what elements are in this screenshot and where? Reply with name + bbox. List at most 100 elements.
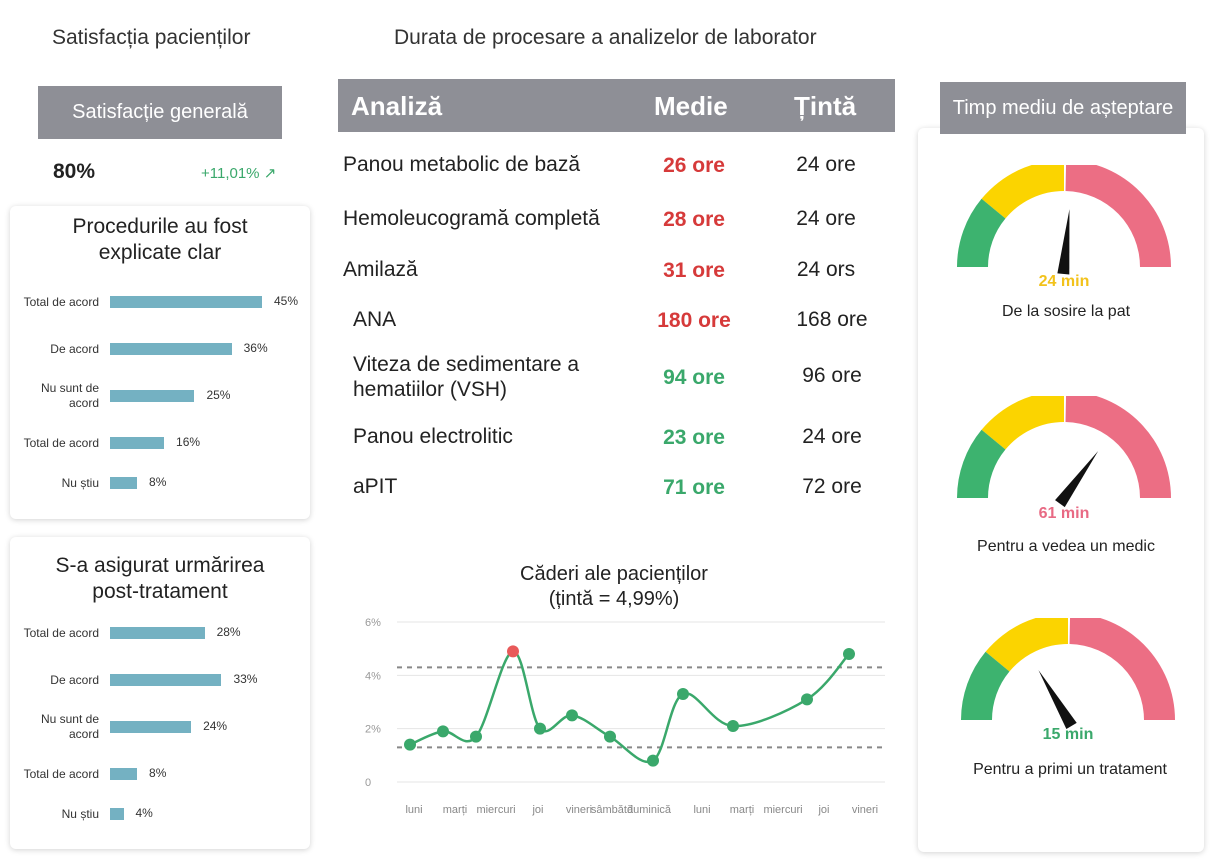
card-title-line: S-a asigurat urmărirea [55,554,265,577]
gauge [957,165,1171,275]
x-tick-label: duminică [627,804,672,816]
y-tick-label: 0 [365,777,371,789]
data-point [566,709,578,722]
bar-label: Nu știu [61,475,99,490]
falls-title-line: Căderi ale pacienților [520,563,708,585]
gauge-segment [985,618,1068,672]
bar-percent: 33% [233,672,258,686]
bar-row: Nu știu 4% [10,797,310,831]
bar-percent: 8% [149,475,167,489]
gauge-segment [957,198,1006,267]
card-title-line: post-tratament [92,580,228,603]
x-tick-label: joi [531,804,543,816]
overall-satisfaction-value: 80% [53,160,96,183]
lab-mean-value: 28 ore [663,208,725,231]
lab-analysis-name-line: Amilază [343,258,418,281]
x-tick-label: joi [817,804,829,816]
bar-label: De acord [50,672,99,687]
gauge [957,396,1171,508]
bar [110,343,232,355]
bar-row: Nu știu 8% [10,466,310,500]
x-tick-label: luni [405,804,422,816]
gauge-segment [961,651,1010,720]
satisfaction-title: Satisfacția pacienților [52,26,251,49]
data-point [534,722,546,735]
y-tick-label: 6% [365,617,381,629]
bar-row: Nu sunt de acord 24% [10,710,310,744]
card-title-line: explicate clar [98,241,222,264]
bar [110,477,138,489]
bar-percent: 24% [203,719,228,733]
x-tick-label: sâmbătă [591,804,634,816]
bar-label: Total de acord [23,766,99,781]
bar-percent: 28% [216,625,241,639]
bar-row: Total de acord 28% [10,616,310,650]
lab-mean-value: 94 ore [663,366,725,389]
lab-analysis-name: Panou metabolic de bază [343,152,580,177]
gauge-label: Pentru a vedea un medic [977,538,1155,555]
bar [110,808,124,820]
gauge-label: De la sosire la pat [1001,303,1131,320]
wait-time-title: Timp mediu de așteptare [952,96,1174,119]
gauge-segment [1069,618,1175,720]
bar-label: Total de acord [23,294,99,309]
lab-analysis-name-line: Panou metabolic de bază [343,153,580,176]
lab-processing-title: Durata de procesare a analizelor de labo… [394,26,817,49]
card-title: S-a asigurat urmărirea post-tratament [10,553,310,605]
x-tick-label: marți [443,804,467,816]
bar [110,390,195,402]
header-target: Țintă [794,91,857,121]
bar-percent: 8% [149,766,167,780]
data-point [437,725,449,738]
bar [110,627,205,639]
falls-chart-title: Căderi ale pacienților (țintă = 4,99%) [444,562,784,612]
lab-target-value: 168 ore [796,308,868,331]
falls-title-line: (țintă = 4,99%) [548,588,680,610]
y-tick-label: 2% [365,724,381,736]
gauge-needle [1038,670,1077,730]
lab-analysis-name-line: ANA [353,308,397,331]
lab-analysis-name: Viteza de sedimentare a hematiilor (VSH) [353,352,579,402]
x-tick-label: luni [693,804,710,816]
data-point [677,688,689,700]
x-tick-label: vineri [852,804,878,816]
lab-analysis-name-line: aPIT [353,475,398,498]
lab-analysis-name-line: Panou electrolitic [353,425,513,448]
lab-target-value: 24 ore [796,207,856,230]
bar-label: Total de acord [23,435,99,450]
data-point [843,648,855,660]
gauge-label: Pentru a primi un tratament [973,761,1167,778]
bar-percent: 16% [176,435,201,449]
data-point [507,645,519,658]
x-tick-label: miercuri [476,804,515,816]
bar-percent: 45% [274,294,299,308]
overall-satisfaction-delta: +11,01% ↗ [201,165,277,182]
lab-mean-value: 26 ore [663,154,725,177]
header-mean: Medie [654,91,728,121]
data-point [801,693,813,706]
gauge-segment [957,429,1006,498]
data-point [647,754,659,767]
lab-analysis-name: aPIT [353,474,397,499]
overall-satisfaction-header: Satisfacție generală [38,86,282,139]
data-point [604,730,616,743]
bar-percent: 4% [135,806,153,820]
lab-analysis-name-line: hematiilor (VSH) [353,378,508,401]
bar-label: Nu știu [61,806,99,821]
procedures-explained-card: Procedurile au fost explicate clar Total… [10,206,310,519]
lab-analysis-name-line: Hemoleucogramă completă [343,207,600,230]
gauge-value: 61 min [1038,505,1090,522]
follow-up-card: S-a asigurat urmărirea post-tratament To… [10,537,310,849]
data-point [727,720,739,732]
x-tick-label: miercuri [763,804,802,816]
lab-analysis-name: ANA [353,307,396,332]
lab-mean-value: 71 ore [663,476,725,499]
header-analysis: Analiză [351,91,443,121]
bar-label: Nu sunt de acord [40,381,99,410]
bar-percent: 25% [206,388,231,402]
x-tick-label: marți [730,804,754,816]
bar-row: Nu sunt de acord 25% [10,379,310,413]
gauge-segment [981,165,1064,219]
gauge-segment [1065,396,1171,498]
lab-target-value: 24 ore [802,425,862,448]
